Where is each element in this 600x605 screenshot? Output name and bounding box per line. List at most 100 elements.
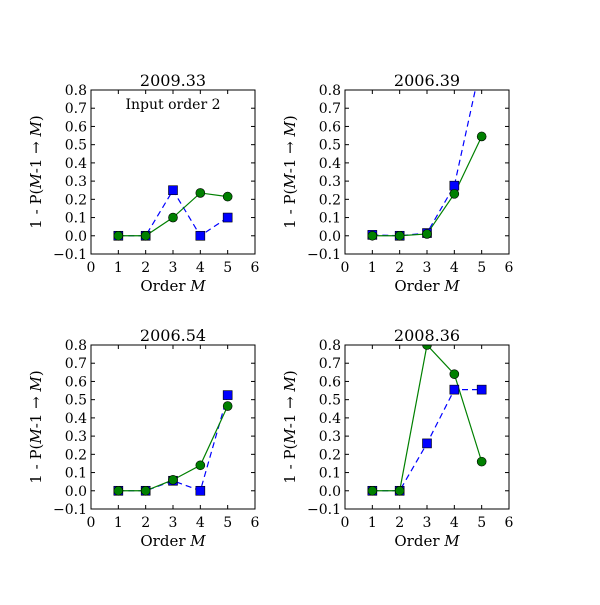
data-point-circle — [449, 189, 460, 199]
data-point-square — [476, 384, 487, 395]
x-tick-label: 6 — [251, 515, 260, 531]
data-point-circle — [476, 456, 487, 467]
data-point-square — [195, 230, 206, 241]
data-point-circle — [140, 485, 151, 496]
data-point-circle — [113, 485, 124, 496]
x-tick-label: 4 — [450, 260, 459, 276]
x-tick-label: 0 — [341, 260, 350, 276]
y-tick-label: 0.3 — [65, 174, 87, 190]
y-tick-label: 0.2 — [65, 447, 87, 463]
data-point-circle — [367, 485, 378, 496]
axes-frame — [90, 89, 256, 255]
y-tick-label: 0.3 — [319, 174, 341, 190]
data-point-square — [449, 180, 460, 191]
data-point-square — [222, 390, 233, 400]
data-point-circle — [394, 485, 405, 496]
y-tick-label: 0.3 — [65, 429, 87, 445]
y-tick-label: 0.0 — [65, 484, 87, 500]
y-tick-label: 0.6 — [65, 119, 87, 135]
plot-area — [367, 345, 487, 496]
y-tick-label: −0.1 — [53, 502, 87, 518]
data-point-circle — [394, 230, 405, 241]
y-tick-label: 0.2 — [319, 192, 341, 208]
y-tick-label: 0.6 — [65, 374, 87, 390]
x-tick-label: 1 — [368, 515, 377, 531]
y-axis-label: 1 - P(M-1 → M) — [281, 370, 299, 483]
x-tick-label: 5 — [477, 260, 486, 276]
y-tick-label: 0.4 — [319, 411, 341, 427]
y-tick-label: 0.8 — [319, 338, 341, 354]
y-tick-label: 0.8 — [319, 83, 341, 99]
x-tick-label: 2 — [141, 515, 150, 531]
x-tick-label: 5 — [477, 515, 486, 531]
data-point-circle — [168, 475, 178, 485]
x-tick-label: 5 — [223, 260, 232, 276]
data-point-circle — [222, 191, 233, 202]
x-axis-label: Order M — [140, 277, 206, 295]
y-tick-label: 0.5 — [65, 393, 87, 409]
y-tick-label: 0.1 — [65, 466, 87, 482]
y-tick-label: −0.1 — [53, 247, 87, 263]
y-tick-label: 0.0 — [65, 229, 87, 245]
y-tick-label: 0.4 — [65, 156, 87, 172]
series-line-2 — [372, 345, 483, 492]
y-tick-label: 0.5 — [319, 393, 341, 409]
data-point-square — [477, 56, 486, 65]
y-tick-label: 0.0 — [319, 484, 341, 500]
data-point-circle — [449, 369, 460, 379]
data-point-circle — [367, 230, 378, 241]
x-tick-label: 4 — [196, 260, 205, 276]
data-point-circle — [422, 345, 432, 350]
y-axis-label: 1 - P(M-1 → M) — [27, 115, 45, 228]
panel-title: 2009.33 — [140, 71, 206, 90]
panel-annotation: Input order 2 — [125, 97, 220, 113]
series-line-2 — [372, 136, 483, 237]
x-tick-label: 3 — [423, 260, 432, 276]
plot-area — [367, 56, 487, 241]
data-point-circle — [422, 229, 432, 239]
y-tick-label: 0.2 — [319, 447, 341, 463]
axes-frame — [344, 344, 510, 510]
x-tick-label: 0 — [341, 515, 350, 531]
chart-panel-2: 0 1 2 3 4 5 6 −0.1 0.0 0.1 0.2 0.3 0.4 0.5 0.6 0.7 0.8 20… — [281, 56, 514, 295]
data-point-square — [195, 485, 206, 496]
y-tick-label: 0.6 — [319, 374, 341, 390]
y-tick-label: 0.4 — [319, 156, 341, 172]
x-tick-label: 4 — [196, 515, 205, 531]
plot-area — [113, 185, 233, 241]
x-tick-label: 2 — [141, 260, 150, 276]
y-tick-label: 0.1 — [65, 211, 87, 227]
chart-panel-1: 0 1 2 3 4 5 6 −0.1 0.0 0.1 0.2 0.3 0.4 0.5 0.6 0.7 0.8 20… — [27, 71, 260, 295]
data-point-circle — [168, 212, 178, 223]
plot-area — [113, 390, 233, 496]
y-tick-label: 0.2 — [65, 192, 87, 208]
panel-title: 2008.36 — [394, 326, 460, 345]
x-axis-label: Order M — [394, 277, 460, 295]
data-point-circle — [222, 401, 233, 411]
x-tick-label: 4 — [450, 515, 459, 531]
x-tick-label: 1 — [114, 260, 123, 276]
y-tick-label: 0.7 — [319, 356, 341, 372]
data-point-square — [422, 438, 432, 449]
x-tick-label: 6 — [251, 260, 260, 276]
axes-frame — [344, 89, 510, 255]
data-point-circle — [195, 460, 206, 471]
y-tick-label: 0.7 — [65, 101, 87, 117]
y-tick-label: 0.4 — [65, 411, 87, 427]
x-tick-label: 0 — [87, 515, 96, 531]
y-tick-label: 0.8 — [65, 338, 87, 354]
y-tick-label: −0.1 — [307, 502, 341, 518]
y-tick-label: 0.8 — [65, 83, 87, 99]
y-axis-label: 1 - P(M-1 → M) — [27, 370, 45, 483]
y-tick-label: 0.1 — [319, 466, 341, 482]
x-tick-label: 6 — [505, 260, 514, 276]
x-tick-label: 1 — [114, 515, 123, 531]
x-tick-label: 3 — [423, 515, 432, 531]
data-point-circle — [140, 230, 151, 241]
data-point-square — [168, 185, 178, 196]
panel-title: 2006.39 — [394, 71, 460, 90]
y-tick-label: 0.6 — [319, 119, 341, 135]
chart-panel-3: 0 1 2 3 4 5 6 −0.1 0.0 0.1 0.2 0.3 0.4 0.5 0.6 0.7 0.8 20… — [27, 326, 260, 550]
